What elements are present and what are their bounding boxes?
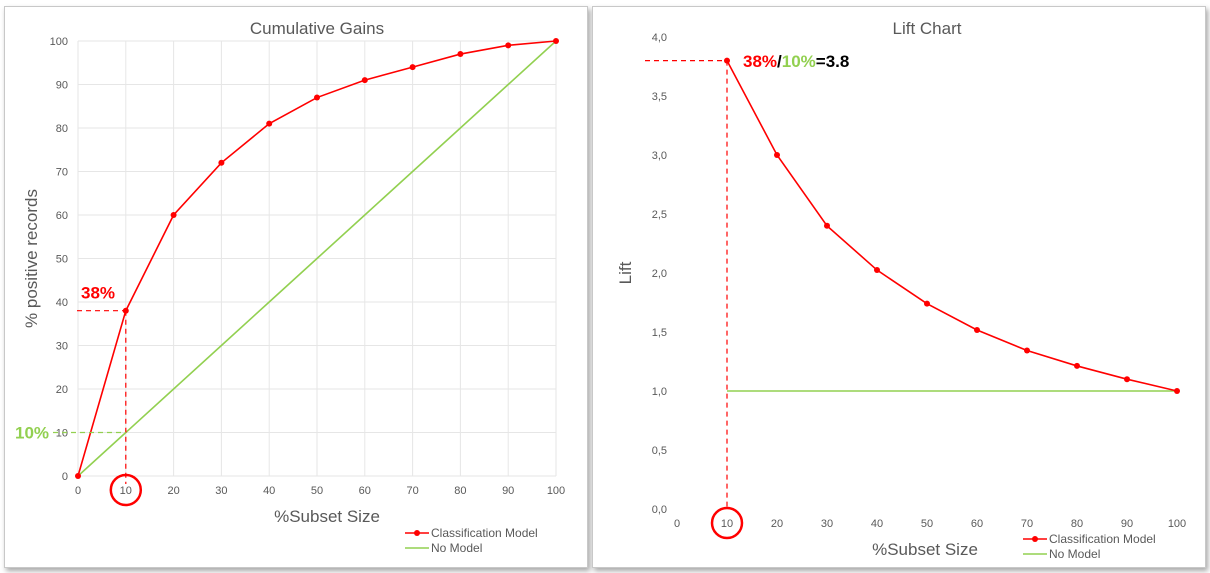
highlight-circle xyxy=(710,506,744,540)
x-tick-label: 70 xyxy=(1021,518,1033,530)
y-tick-label: 60 xyxy=(56,210,68,222)
cumulative-gains-panel: 0 10 20 30 40 50 60 70 80 90 100 0 10 20 30 40 50 60 70 80 9… xyxy=(4,6,588,568)
x-tick-label: 20 xyxy=(771,518,783,530)
x-tick-label: 80 xyxy=(454,485,466,497)
legend-label: No Model xyxy=(431,541,482,555)
series-line-no-model xyxy=(77,40,557,477)
x-tick-label: 100 xyxy=(1168,518,1186,530)
x-tick-label: 90 xyxy=(502,485,514,497)
y-tick-label: 1,0 xyxy=(652,386,667,398)
x-tick-label: 40 xyxy=(871,518,883,530)
series-line-classification-model xyxy=(726,60,1178,392)
y-tick-label: 0,5 xyxy=(652,445,667,457)
y-tick-label: 80 xyxy=(56,123,68,135)
data-point xyxy=(974,326,980,333)
data-point xyxy=(1074,362,1080,369)
annotation-10-percent: 10% xyxy=(15,424,49,443)
data-point xyxy=(1024,347,1030,354)
annotation-38-percent: 38% xyxy=(81,284,115,303)
lift-annotation-part: / xyxy=(777,52,782,71)
legend-marker xyxy=(1032,536,1038,542)
data-point xyxy=(75,473,81,479)
x-tick-label: 0 xyxy=(674,518,680,530)
cumulative-gains-chart: 0 10 20 30 40 50 60 70 80 90 100 0 10 20 30 40 50 60 70 80 9… xyxy=(15,19,565,555)
x-tick-label: 60 xyxy=(359,485,371,497)
x-tick-label: 50 xyxy=(921,518,933,530)
data-point xyxy=(170,212,177,218)
data-point xyxy=(314,94,320,101)
x-axis-label: %Subset Size xyxy=(274,507,380,526)
data-point xyxy=(874,267,880,274)
y-tick-label: 10 xyxy=(56,428,68,440)
x-tick-label: 0 xyxy=(75,485,81,497)
x-tick-label: 60 xyxy=(971,518,983,530)
y-tick-label: 40 xyxy=(56,297,68,309)
y-tick-label: 4,0 xyxy=(652,32,667,44)
lift-annotation-part: =3.8 xyxy=(816,52,850,71)
y-axis-label: % positive records xyxy=(22,189,41,328)
x-tick-label: 80 xyxy=(1071,518,1083,530)
lift-chart-panel: 0 10 20 30 40 50 60 70 80 90 100 0,0 0,5 1,0 1,5 2,0 2,5… xyxy=(592,6,1206,568)
data-point xyxy=(824,222,830,229)
legend-marker xyxy=(414,530,420,536)
legend-label: Classification Model xyxy=(1049,532,1156,546)
y-tick-label: 0,0 xyxy=(652,504,667,516)
x-tick-label: 50 xyxy=(311,485,323,497)
data-point xyxy=(553,38,559,44)
lift-annotation-part: 10% xyxy=(782,52,816,71)
data-point xyxy=(266,120,273,127)
y-tick-label: 0 xyxy=(62,471,68,483)
y-tick-label: 3,5 xyxy=(652,91,667,103)
lift-chart: 0 10 20 30 40 50 60 70 80 90 100 0,0 0,5 1,0 1,5 2,0 2,5… xyxy=(616,19,1186,561)
x-tick-label: 10 xyxy=(120,485,132,497)
data-point xyxy=(1174,388,1180,394)
y-tick-label: 50 xyxy=(56,254,68,266)
data-point xyxy=(361,77,368,84)
legend-label: No Model xyxy=(1049,547,1100,561)
data-point xyxy=(505,42,512,49)
y-tick-label: 20 xyxy=(56,384,68,396)
y-tick-label: 70 xyxy=(56,167,68,179)
data-point xyxy=(1124,376,1130,383)
y-tick-label: 30 xyxy=(56,341,68,353)
y-tick-label: 100 xyxy=(50,36,68,48)
y-axis-label: Lift xyxy=(616,261,635,284)
x-tick-label: 20 xyxy=(167,485,179,497)
x-axis-label: %Subset Size xyxy=(872,540,978,559)
legend-label: Classification Model xyxy=(431,526,538,540)
data-point xyxy=(218,159,225,166)
y-tick-label: 1,5 xyxy=(652,327,667,339)
x-tick-label: 100 xyxy=(547,485,565,497)
data-point xyxy=(774,152,780,158)
x-tick-label: 30 xyxy=(215,485,227,497)
x-tick-label: 40 xyxy=(263,485,275,497)
y-tick-label: 3,0 xyxy=(652,150,667,162)
y-tick-label: 90 xyxy=(56,80,68,92)
x-tick-label: 90 xyxy=(1121,518,1133,530)
y-tick-label: 2,5 xyxy=(652,209,667,221)
x-tick-label: 10 xyxy=(721,518,733,530)
y-tick-label: 2,0 xyxy=(652,268,667,280)
data-point xyxy=(924,300,930,307)
x-tick-label: 70 xyxy=(406,485,418,497)
data-point xyxy=(409,64,416,71)
data-point xyxy=(457,51,464,58)
lift-annotation-part: 38% xyxy=(743,52,777,71)
x-tick-label: 30 xyxy=(821,518,833,530)
lift-annotation: 38%/10%=3.8 xyxy=(743,52,849,71)
chart-title: Lift Chart xyxy=(893,19,962,38)
chart-title: Cumulative Gains xyxy=(250,19,384,38)
